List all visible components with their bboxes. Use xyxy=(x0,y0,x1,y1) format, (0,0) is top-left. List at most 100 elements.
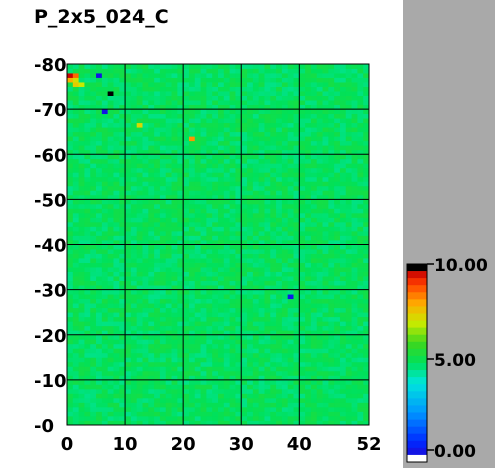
heatmap-cell xyxy=(322,361,329,367)
heatmap-cell xyxy=(148,253,155,259)
heatmap-cell xyxy=(264,312,271,318)
heatmap-cell xyxy=(363,244,370,250)
heatmap-cell xyxy=(339,406,347,412)
heatmap-cell xyxy=(171,384,178,390)
heatmap-cell xyxy=(334,64,341,69)
heatmap-cell xyxy=(154,388,161,394)
heatmap-cell xyxy=(212,298,219,304)
heatmap-cell xyxy=(165,321,172,327)
heatmap-cell xyxy=(264,285,271,291)
heatmap-cell xyxy=(119,307,126,313)
heatmap-cell xyxy=(270,109,277,115)
heatmap-cell xyxy=(322,203,329,209)
heatmap-cell xyxy=(310,82,318,87)
heatmap-cell xyxy=(125,185,132,191)
heatmap-cell xyxy=(130,118,138,124)
heatmap-cell xyxy=(241,339,248,345)
heatmap-cell xyxy=(148,406,155,412)
heatmap-cell xyxy=(270,82,277,87)
heatmap-cell xyxy=(96,379,103,385)
heatmap-cell xyxy=(229,406,236,412)
heatmap-cell xyxy=(72,393,80,399)
heatmap-cell xyxy=(328,411,335,417)
heatmap-cell xyxy=(281,154,289,160)
heatmap-cell xyxy=(252,172,260,178)
heatmap-cell xyxy=(258,122,265,128)
heatmap-cell xyxy=(310,325,318,331)
heatmap-cell xyxy=(351,375,358,381)
heatmap-cell xyxy=(270,348,277,354)
heatmap-cell xyxy=(142,104,149,110)
heatmap-cell xyxy=(351,91,358,96)
heatmap-cell xyxy=(206,212,213,218)
heatmap-cell xyxy=(264,267,271,272)
heatmap-cell xyxy=(258,163,265,169)
heatmap-cell xyxy=(334,393,341,399)
heatmap-cell xyxy=(183,145,190,151)
heatmap-cell xyxy=(305,176,312,182)
heatmap-cell xyxy=(125,212,132,218)
heatmap-cell xyxy=(96,140,103,146)
heatmap-cell xyxy=(276,91,283,96)
heatmap-cell xyxy=(130,415,138,421)
heatmap-cell xyxy=(345,415,352,421)
heatmap-cell xyxy=(142,388,149,394)
heatmap-cell xyxy=(188,212,196,218)
heatmap-cell xyxy=(345,113,352,119)
heatmap-cell xyxy=(78,136,85,142)
heatmap-cell xyxy=(119,158,126,164)
heatmap-cell xyxy=(148,402,155,408)
heatmap-cell xyxy=(357,140,364,146)
heatmap-cell xyxy=(188,352,196,358)
heatmap-cell xyxy=(305,370,312,376)
heatmap-cell xyxy=(90,194,97,200)
heatmap-cell xyxy=(310,244,318,250)
heatmap-cell xyxy=(270,122,277,128)
heatmap-cell xyxy=(247,285,254,291)
heatmap-cell xyxy=(305,104,312,110)
heatmap-cell xyxy=(130,149,138,155)
heatmap-cell xyxy=(287,402,294,408)
heatmap-cell xyxy=(148,307,155,313)
heatmap-cell xyxy=(247,64,254,69)
heatmap-cell xyxy=(247,82,254,87)
heatmap-cell xyxy=(171,235,178,241)
heatmap-cell xyxy=(270,312,277,318)
heatmap-cell xyxy=(107,321,114,327)
heatmap-cell xyxy=(84,68,91,74)
heatmap-cell xyxy=(235,172,242,178)
heatmap-cell xyxy=(310,113,318,119)
heatmap-cell xyxy=(276,321,283,327)
heatmap-cell xyxy=(345,190,352,196)
heatmap-cell xyxy=(154,212,161,218)
heatmap-cell xyxy=(258,190,265,196)
heatmap-cell xyxy=(293,334,300,340)
heatmap-cell xyxy=(72,190,80,196)
heatmap-cell xyxy=(305,276,312,281)
heatmap-cell xyxy=(218,361,225,367)
heatmap-cell xyxy=(72,226,80,232)
heatmap-cell xyxy=(165,294,172,300)
heatmap-cell xyxy=(241,289,248,295)
heatmap-cell xyxy=(293,379,300,385)
heatmap-cell xyxy=(212,375,219,381)
heatmap-cell xyxy=(363,258,370,263)
heatmap-cell xyxy=(229,420,236,426)
heatmap-cell xyxy=(218,375,225,381)
heatmap-cell xyxy=(101,325,109,331)
heatmap-cell xyxy=(142,208,149,214)
heatmap-cell xyxy=(316,343,323,349)
heatmap-cell xyxy=(334,226,341,232)
heatmap-cell xyxy=(165,289,172,295)
heatmap-cell xyxy=(177,82,184,87)
heatmap-cell xyxy=(299,95,306,101)
heatmap-cell xyxy=(200,343,207,349)
heatmap-cell xyxy=(206,104,213,110)
heatmap-cell xyxy=(107,249,114,254)
heatmap-cell xyxy=(119,262,126,268)
heatmap-cell xyxy=(84,149,91,155)
color-scale-swatch xyxy=(407,405,427,413)
heatmap-cell xyxy=(101,145,109,151)
heatmap-cell xyxy=(194,86,201,92)
heatmap-cell xyxy=(130,158,138,164)
